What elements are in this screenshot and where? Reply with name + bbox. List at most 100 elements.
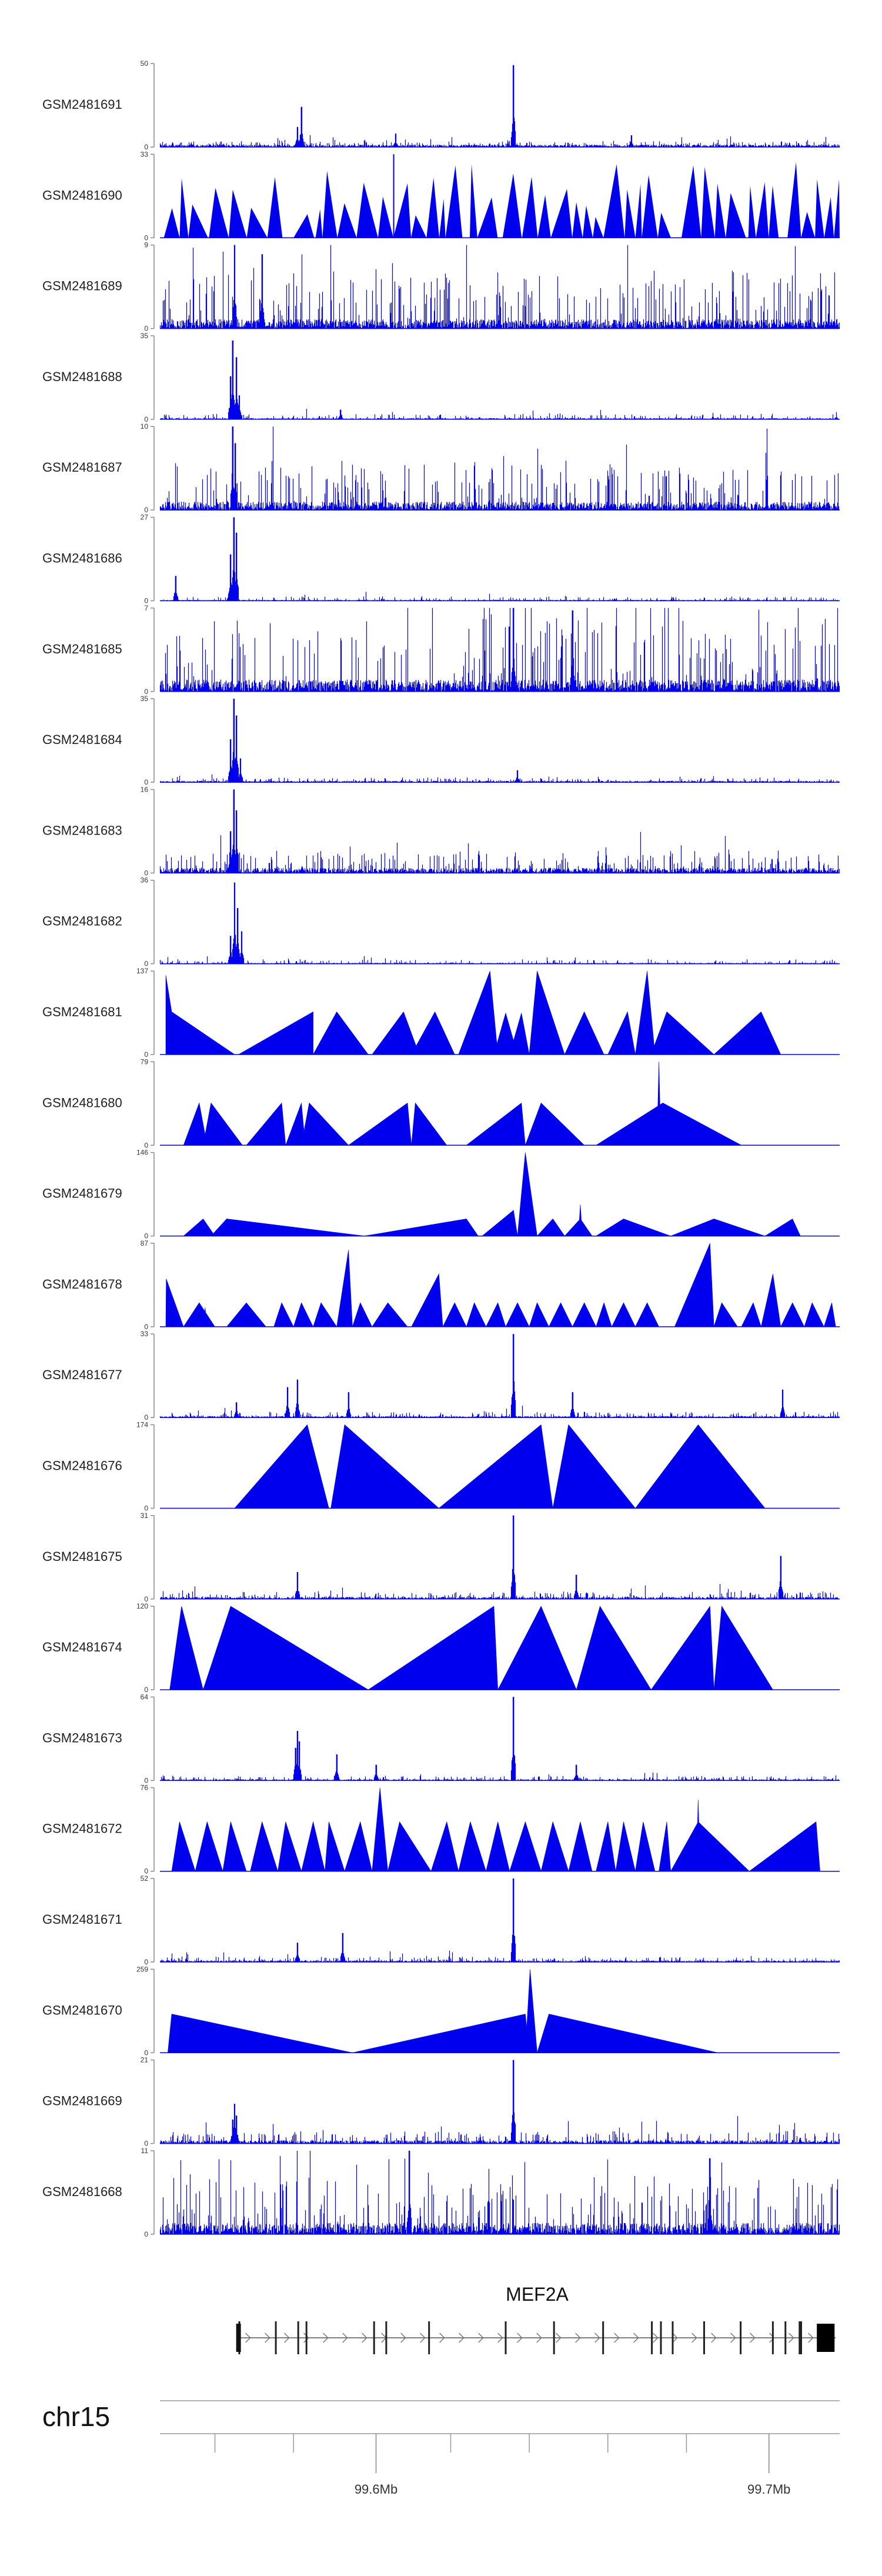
- track-GSM2481679: GSM2481679 146 0: [42, 1149, 840, 1240]
- track-label: GSM2481668: [42, 2184, 122, 2199]
- y-tick-label-min: 0: [144, 688, 148, 696]
- coverage-mark: [222, 1821, 247, 1871]
- exon-mark: [771, 2321, 774, 2354]
- axis-tick-label: 99.6Mb: [355, 2482, 397, 2497]
- coverage-mark: [372, 1302, 408, 1327]
- coverage-mark: [634, 1424, 766, 1509]
- coverage-mark: [681, 165, 701, 238]
- track-label: GSM2481691: [42, 97, 122, 112]
- coverage-mark: [635, 1821, 656, 1871]
- track-GSM2481681: GSM2481681 137 0: [42, 967, 840, 1059]
- y-tick-label-max: 120: [136, 1602, 148, 1610]
- coverage-mark: [550, 189, 573, 238]
- y-tick-label-max: 10: [141, 422, 149, 431]
- coverage-mark: [823, 1303, 836, 1327]
- coverage-mark: [670, 1821, 750, 1871]
- coverage-mark: [336, 1250, 353, 1327]
- coverage-mark: [246, 1102, 286, 1146]
- coverage-mark: [313, 1302, 338, 1327]
- coverage-mark: [502, 173, 522, 238]
- coverage-mark: [438, 1424, 553, 1509]
- y-tick-label-min: 0: [144, 1323, 148, 1331]
- coverage-mark: [714, 183, 726, 238]
- coverage-mark: [179, 178, 189, 238]
- y-tick-label-max: 259: [136, 1965, 148, 1973]
- coverage-mark: [330, 1424, 440, 1509]
- strand-chevron: [478, 2333, 484, 2343]
- coverage-mark: [824, 197, 834, 238]
- strand-chevron: [323, 2333, 329, 2343]
- coverage-mark: [764, 1218, 801, 1236]
- coverage-mark: [713, 1606, 773, 1690]
- coverage-mark: [650, 1011, 714, 1055]
- coverage-mark: [674, 1243, 714, 1327]
- y-tick-label-max: 36: [141, 876, 149, 885]
- coverage-mark: [549, 1302, 573, 1327]
- track-label: GSM2481674: [42, 1640, 122, 1654]
- track-label: GSM2481676: [42, 1459, 122, 1473]
- track-GSM2481685: GSM2481685 7 0: [42, 604, 840, 696]
- coverage-mark: [372, 1011, 420, 1055]
- coverage-mark: [278, 1821, 302, 1871]
- y-tick-label-max: 11: [141, 2147, 149, 2155]
- coverage-mark: [576, 1606, 652, 1690]
- coverage-mark: [522, 176, 538, 238]
- coverage-mark: [195, 1821, 223, 1871]
- strand-chevron: [362, 2333, 368, 2343]
- coverage-mark: [656, 1062, 662, 1146]
- coverage-mark: [411, 215, 427, 238]
- coverage-mark: [445, 165, 463, 238]
- strand-chevron: [517, 2333, 523, 2343]
- exon-mark: [385, 2321, 387, 2354]
- y-tick-label-max: 7: [144, 604, 148, 612]
- y-tick-label-max: 9: [144, 241, 148, 249]
- track-GSM2481689: GSM2481689 9 0: [42, 241, 840, 333]
- coverage-mark: [234, 1424, 329, 1509]
- coverage-mark: [486, 1302, 506, 1327]
- coverage-mark: [470, 163, 477, 238]
- track-GSM2481668: GSM2481668 11 0: [42, 2147, 840, 2238]
- coverage-mark: [165, 975, 235, 1055]
- y-tick-label-min: 0: [144, 2140, 148, 2148]
- coverage-mark: [804, 1302, 824, 1327]
- coverage-mark: [572, 202, 583, 238]
- y-tick-label-max: 87: [141, 1239, 149, 1247]
- coverage-mark: [301, 1102, 349, 1146]
- coverage-mark: [442, 1302, 467, 1327]
- coverage-spikes: [159, 2150, 840, 2234]
- coverage-mark: [352, 2014, 530, 2053]
- coverage-spikes: [159, 608, 840, 692]
- coverage-mark: [552, 1424, 636, 1509]
- y-tick-label-max: 21: [141, 2056, 149, 2064]
- exon-mark: [671, 2321, 674, 2354]
- track-label: GSM2481677: [42, 1367, 122, 1382]
- coverage-mark: [356, 182, 378, 238]
- strand-chevron: [769, 2333, 775, 2343]
- coverage-mark: [509, 1821, 542, 1871]
- y-tick-label-max: 35: [141, 332, 149, 340]
- track-GSM2481687: GSM2481687 10 0: [42, 422, 840, 514]
- exon-mark: [275, 2321, 277, 2354]
- coverage-mark: [411, 1102, 447, 1146]
- track-label: GSM2481680: [42, 1095, 122, 1110]
- coverage-mark: [603, 164, 625, 238]
- track-label: GSM2481675: [42, 1549, 122, 1564]
- coverage-mark: [246, 208, 268, 238]
- coverage-mark: [203, 1606, 369, 1690]
- coverage-mark: [834, 179, 840, 238]
- track-label: GSM2481671: [42, 1912, 122, 1927]
- coverage-mark: [509, 1013, 530, 1055]
- strand-chevron: [245, 2333, 251, 2343]
- y-tick-label-min: 0: [144, 1867, 148, 1876]
- y-tick-label-min: 0: [144, 325, 148, 333]
- y-tick-label-min: 0: [144, 506, 148, 514]
- coverage-mark: [377, 196, 393, 238]
- track-label: GSM2481684: [42, 732, 122, 747]
- coverage-mark: [238, 1011, 313, 1055]
- track-GSM2481691: GSM2481691 50 0: [42, 59, 840, 151]
- coverage-mark: [670, 1219, 766, 1236]
- track-GSM2481682: GSM2481682 36 0: [42, 876, 840, 968]
- coverage-mark: [524, 1102, 585, 1146]
- coverage-mark: [761, 1274, 781, 1327]
- coverage-mark: [780, 1302, 805, 1327]
